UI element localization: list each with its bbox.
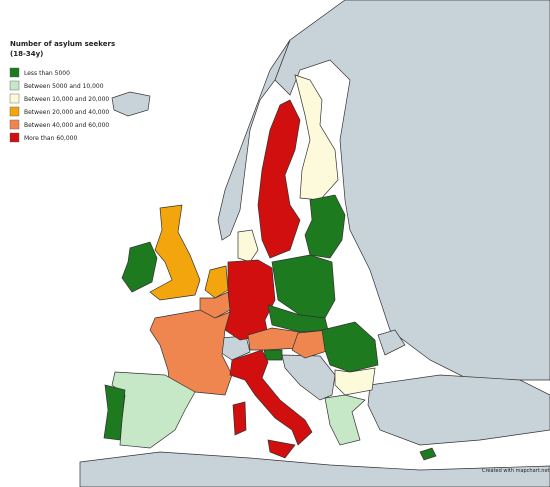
legend-swatch bbox=[9, 119, 20, 130]
legend-title: (18-34y) bbox=[10, 50, 43, 58]
sicily bbox=[267, 439, 296, 459]
portugal bbox=[103, 384, 126, 441]
ireland bbox=[121, 241, 158, 293]
romania bbox=[321, 321, 379, 373]
greece bbox=[324, 394, 366, 446]
legend-label: Between 20,000 and 40,000 bbox=[24, 109, 109, 116]
legend-swatch bbox=[9, 132, 20, 143]
finland bbox=[294, 74, 339, 201]
legend-title: Number of asylum seekers bbox=[10, 40, 115, 48]
poland bbox=[271, 254, 336, 319]
united-kingdom bbox=[149, 204, 201, 301]
sweden bbox=[257, 99, 301, 259]
legend-label: Less than 5000 bbox=[24, 70, 70, 77]
credit: Created with mapchart.net bbox=[482, 468, 550, 474]
legend-label: Between 5000 and 10,000 bbox=[24, 83, 104, 90]
legend-label: Between 40,000 and 60,000 bbox=[24, 122, 109, 129]
legend-swatch bbox=[9, 106, 20, 117]
legend-swatch bbox=[9, 93, 20, 104]
legend-swatch bbox=[9, 80, 20, 91]
germany bbox=[224, 259, 276, 341]
bulgaria bbox=[334, 367, 376, 396]
legend-label: More than 60,000 bbox=[24, 135, 78, 142]
legend-swatch bbox=[9, 67, 20, 78]
baltics bbox=[304, 194, 346, 259]
sardinia bbox=[232, 401, 247, 436]
denmark bbox=[237, 229, 259, 263]
countries bbox=[103, 74, 437, 461]
france bbox=[149, 309, 233, 396]
slovenia bbox=[263, 349, 283, 361]
legend: Number of asylum seekers (18-34y) Less t… bbox=[9, 40, 115, 143]
cyprus bbox=[419, 447, 437, 461]
italy bbox=[229, 349, 313, 446]
non-eu-land bbox=[79, 0, 550, 487]
legend-label: Between 10,000 and 20,000 bbox=[24, 96, 109, 103]
netherlands bbox=[204, 265, 229, 299]
